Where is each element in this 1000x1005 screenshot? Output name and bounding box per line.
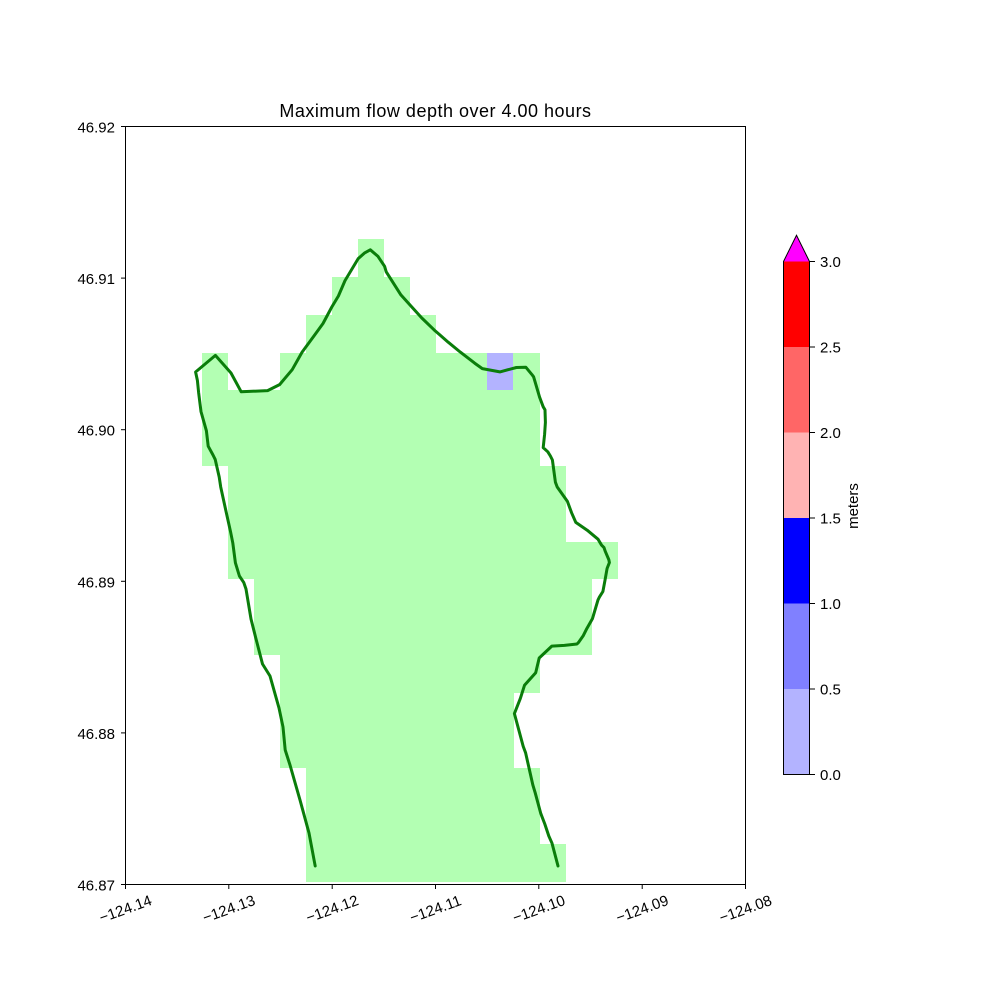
svg-text:46.91: 46.91 bbox=[77, 271, 115, 288]
svg-text:meters: meters bbox=[845, 483, 862, 529]
svg-text:0.0: 0.0 bbox=[820, 767, 841, 784]
svg-text:3.0: 3.0 bbox=[820, 254, 841, 271]
svg-text:2.0: 2.0 bbox=[820, 425, 841, 442]
svg-text:1.0: 1.0 bbox=[820, 596, 841, 613]
svg-text:46.92: 46.92 bbox=[77, 120, 115, 137]
svg-text:2.5: 2.5 bbox=[820, 339, 841, 356]
svg-text:46.87: 46.87 bbox=[77, 878, 115, 895]
svg-text:46.89: 46.89 bbox=[77, 574, 115, 591]
svg-text:46.88: 46.88 bbox=[77, 726, 115, 743]
svg-text:46.90: 46.90 bbox=[77, 423, 115, 440]
svg-text:Maximum flow depth over 4.00 h: Maximum flow depth over 4.00 hours bbox=[279, 101, 591, 121]
svg-text:0.5: 0.5 bbox=[820, 681, 841, 698]
svg-text:1.5: 1.5 bbox=[820, 510, 841, 527]
